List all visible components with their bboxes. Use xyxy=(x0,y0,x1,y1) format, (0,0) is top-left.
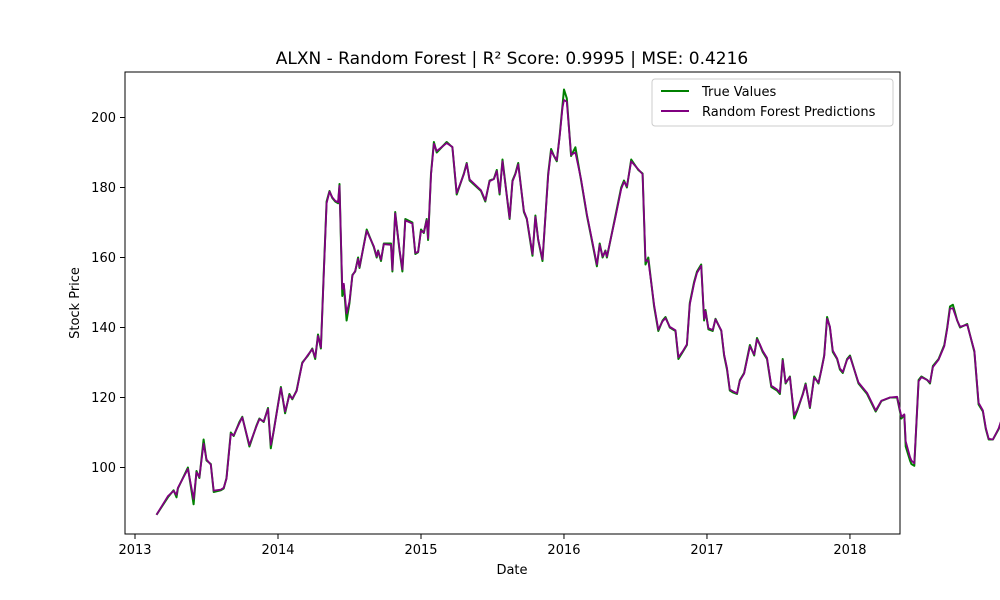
legend: True Values Random Forest Predictions xyxy=(651,78,894,127)
legend-label-true-values: True Values xyxy=(701,85,776,100)
y-tick-label: 120 xyxy=(91,391,116,406)
y-tick-label: 160 xyxy=(91,251,116,266)
y-tick-label: 200 xyxy=(91,111,116,126)
y-tick-label: 180 xyxy=(91,181,116,196)
x-axis: 2013 2014 2015 2016 2017 2018 xyxy=(118,534,867,558)
x-tick-label: 2013 xyxy=(118,543,151,558)
series-layer xyxy=(155,88,1000,516)
x-tick-label: 2014 xyxy=(261,543,294,558)
chart-title: ALXN - Random Forest | R² Score: 0.9995 … xyxy=(276,49,749,69)
legend-label-predictions: Random Forest Predictions xyxy=(702,105,876,120)
x-axis-title: Date xyxy=(496,563,527,578)
series-line-predictions xyxy=(155,99,1000,516)
x-tick-label: 2016 xyxy=(547,543,580,558)
x-tick-label: 2017 xyxy=(690,543,723,558)
x-tick-label: 2015 xyxy=(404,543,437,558)
x-tick-label: 2018 xyxy=(833,543,866,558)
y-axis-title: Stock Price xyxy=(68,267,83,339)
y-tick-label: 140 xyxy=(91,321,116,336)
y-tick-label: 100 xyxy=(91,461,116,476)
legend-box xyxy=(651,78,894,127)
axes-frame xyxy=(124,71,901,535)
plot-area: 2013 2014 2015 2016 2017 2018 100 120 140 160 180… xyxy=(91,71,1000,558)
y-axis: 100 120 140 160 180 200 xyxy=(91,111,125,476)
